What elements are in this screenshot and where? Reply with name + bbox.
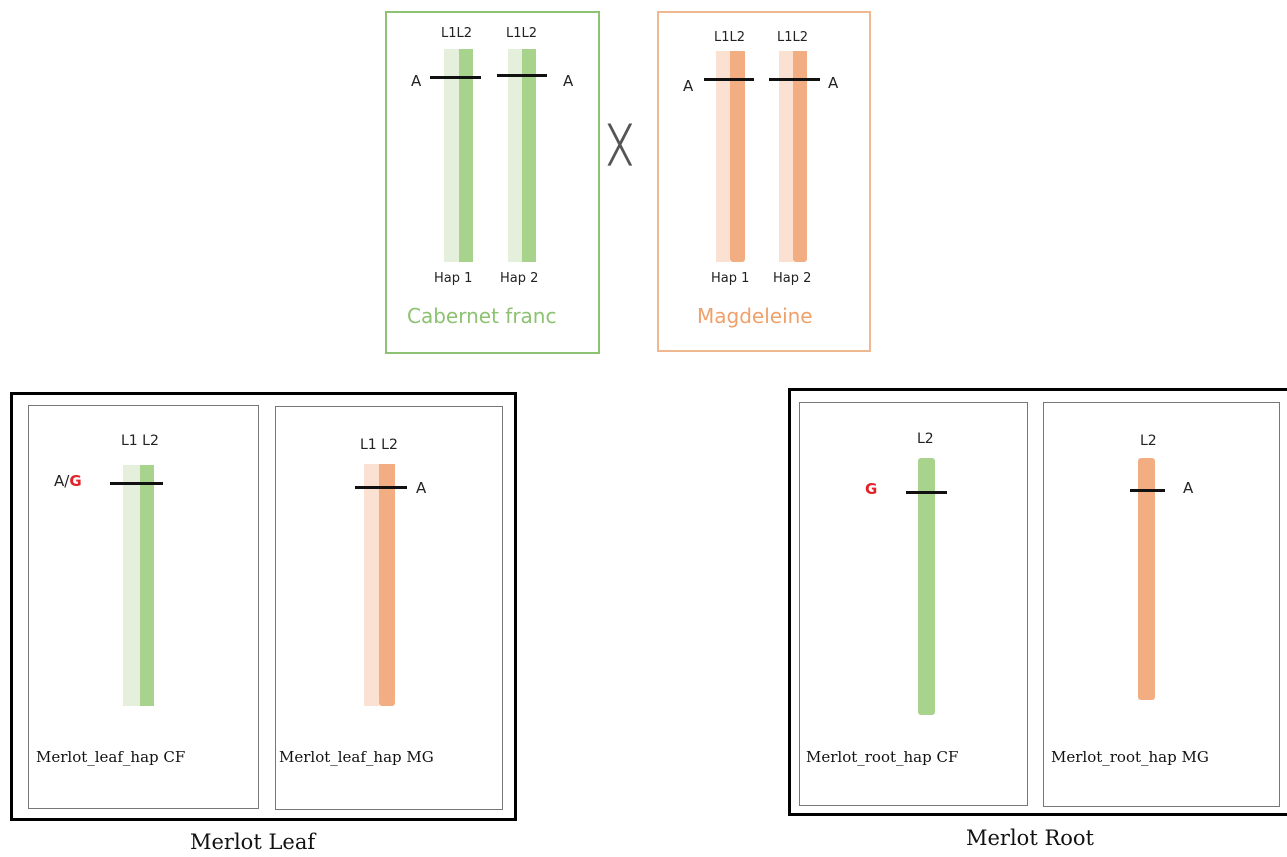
cf-hap2-snp-marker [497,74,547,77]
root-cf-layer-label: L2 [917,431,934,447]
mg-hap1-l1-layer [716,51,730,262]
leaf-cf-caption: Merlot_leaf_hap CF [36,748,186,766]
cf-hap2-allele: A [563,72,574,90]
cf-hap1-l2-layer [459,49,473,262]
parent-cabernet-franc-panel [385,11,600,354]
parent-magdeleine-panel [657,11,871,352]
root-mg-allele: A [1183,479,1194,497]
mg-hap2-l1-layer [779,51,793,262]
mg-hap2-allele: A [828,74,839,92]
cf-hap1-layer-label: L1L2 [441,26,473,41]
cf-hap2-layer-label: L1L2 [506,26,538,41]
root-mg-panel [1043,402,1280,807]
leaf-mg-l2-layer [379,464,395,706]
leaf-mg-caption: Merlot_leaf_hap MG [279,748,434,766]
cf-hap1-label: Hap 1 [434,271,473,286]
cf-hap2-l1-layer [508,49,522,262]
cf-hap2-label: Hap 2 [500,271,539,286]
leaf-cf-allele: A/G [54,473,82,489]
mg-parent-name: Magdeleine [697,304,813,328]
root-cf-caption: Merlot_root_hap CF [806,748,959,766]
mg-hap2-label: Hap 2 [773,271,812,286]
mg-hap2-layer-label: L1L2 [777,30,809,45]
merlot-root-title: Merlot Root [966,826,1094,850]
leaf-mg-allele: A [416,479,427,497]
cf-hap1-snp-marker [430,76,481,79]
mg-hap2-snp-marker [769,78,820,81]
mg-hap1-l2-layer [730,51,745,262]
root-mg-snp-marker [1130,489,1165,492]
root-cf-panel [799,402,1028,806]
leaf-mg-snp-marker [355,486,407,489]
root-mg-layer-label: L2 [1140,433,1157,449]
leaf-mg-l1-layer [364,464,379,706]
mg-hap2-l2-layer [793,51,807,262]
root-cf-l2-layer [918,458,935,715]
mg-hap1-snp-marker [704,78,754,81]
cf-parent-name: Cabernet franc [407,304,557,328]
root-cf-allele-alt: G [865,480,878,498]
leaf-cf-allele-ref: A/ [54,472,70,490]
cf-hap2-l2-layer [522,49,536,262]
mg-hap1-layer-label: L1L2 [714,30,746,45]
mg-hap1-label: Hap 1 [711,271,750,286]
leaf-cf-snp-marker [110,482,163,485]
root-cf-snp-marker [906,491,947,494]
leaf-cf-l2-layer [140,465,154,706]
root-mg-l2-layer [1138,458,1155,700]
root-mg-caption: Merlot_root_hap MG [1051,748,1209,766]
merlot-leaf-title: Merlot Leaf [190,830,316,854]
cf-hap1-l1-layer [444,49,459,262]
leaf-cf-l1-layer [123,465,140,706]
leaf-cf-allele-alt: G [69,472,82,490]
leaf-cf-layer-label: L1 L2 [121,433,159,449]
mg-hap1-allele: A [683,77,694,95]
cf-hap1-allele: A [411,72,422,90]
leaf-mg-layer-label: L1 L2 [360,437,398,453]
cross-icon: ╳ [609,125,631,166]
